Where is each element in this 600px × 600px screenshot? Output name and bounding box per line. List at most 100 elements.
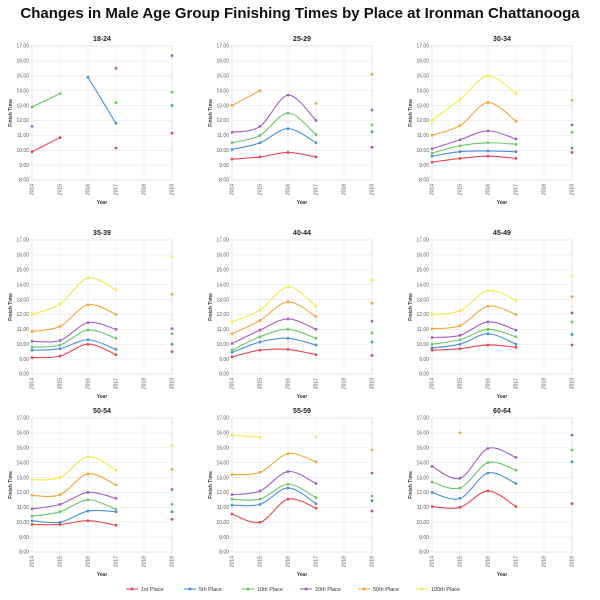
data-point: [230, 503, 234, 507]
x-tick-label: 2015: [58, 378, 64, 389]
data-point: [170, 332, 174, 336]
series-5th-place: [430, 146, 574, 158]
data-point: [514, 92, 518, 96]
series-50th-place: [30, 467, 174, 498]
data-point: [258, 308, 262, 312]
x-tick-label: 2016: [286, 378, 292, 389]
legend-marker: [304, 587, 308, 591]
data-point: [170, 444, 174, 447]
y-tick-label: 15.00: [416, 267, 429, 273]
data-point: [370, 340, 374, 344]
data-point: [114, 327, 118, 331]
legend[interactable]: 1st Place 5th Place 10th Place 20th Place 50…: [126, 587, 460, 593]
x-tick-label: 2019: [570, 378, 576, 389]
y-tick-label: 13.00: [416, 475, 429, 481]
y-tick-label: 15.00: [416, 73, 429, 79]
data-point: [86, 303, 90, 307]
data-point: [258, 319, 262, 322]
y-tick-label: 17.00: [216, 416, 229, 422]
legend-item[interactable]: 50th Place: [358, 587, 399, 593]
series-line: [31, 321, 117, 343]
panel-55-59: 55-59 8.00 9.00 10.00 11.00 12.00 13.00 14.00 15…: [208, 408, 376, 578]
y-tick-label: 9.00: [219, 163, 229, 169]
series-10th-place: [30, 90, 174, 109]
data-point: [430, 154, 434, 158]
y-tick-label: 16.00: [216, 431, 229, 437]
data-point: [58, 502, 62, 506]
data-point: [430, 505, 434, 508]
y-tick-label: 8.00: [419, 178, 429, 184]
panel-35-39: 35-39 8.00 9.00 10.00 11.00 12.00 13.00 14.00 15…: [8, 230, 176, 400]
data-point: [30, 313, 34, 316]
legend-item[interactable]: 20th Place: [300, 587, 341, 593]
x-tick-label: 2018: [342, 184, 348, 195]
data-point: [314, 101, 318, 105]
series-20th-place: [114, 54, 174, 70]
series-5th-place: [30, 509, 174, 524]
data-point: [458, 338, 462, 342]
y-tick-label: 15.00: [16, 73, 29, 79]
legend-label: 1st Place: [141, 587, 164, 593]
data-point: [286, 327, 290, 331]
data-point: [114, 146, 118, 150]
data-point: [458, 157, 462, 160]
legend-item[interactable]: 100th Place: [416, 587, 460, 593]
data-point: [230, 141, 234, 145]
data-point: [430, 336, 434, 339]
data-point: [114, 510, 118, 514]
y-tick-label: 11.00: [217, 327, 229, 333]
data-point: [486, 320, 490, 324]
data-point: [430, 464, 434, 468]
x-tick-label: 2016: [86, 378, 92, 389]
series-line: [431, 150, 517, 157]
panel-title: 25-29: [293, 36, 311, 43]
data-point: [458, 476, 462, 480]
x-axis-title: Year: [297, 394, 308, 400]
y-tick-label: 14.00: [416, 460, 429, 466]
legend-item[interactable]: 10th Place: [242, 587, 283, 593]
data-point: [30, 507, 34, 511]
series-100th-place: [30, 255, 174, 316]
y-tick-label: 16.00: [416, 59, 429, 65]
series-10th-place: [430, 320, 574, 346]
data-point: [314, 315, 318, 319]
legend-marker: [188, 587, 192, 591]
data-point: [30, 339, 34, 343]
data-point: [486, 332, 490, 336]
data-point: [486, 74, 490, 78]
legend-item[interactable]: 5th Place: [184, 587, 222, 593]
series-1st-place: [230, 497, 374, 524]
data-point: [430, 480, 434, 484]
x-tick-label: 2015: [258, 378, 264, 389]
data-point: [114, 353, 118, 357]
data-point: [430, 147, 434, 151]
y-tick-label: 17.00: [16, 44, 29, 50]
panel-title: 55-59: [293, 408, 311, 415]
series-line: [231, 471, 317, 496]
data-point: [170, 90, 174, 94]
y-tick-label: 13.00: [216, 475, 229, 481]
data-point: [58, 520, 62, 524]
x-tick-label: 2017: [514, 378, 520, 389]
data-point: [458, 309, 462, 313]
data-point: [570, 333, 574, 336]
data-point: [86, 472, 90, 476]
series-line: [31, 343, 117, 359]
series-line: [231, 286, 317, 323]
data-point: [314, 133, 318, 136]
data-point: [114, 508, 118, 511]
y-tick-label: 10.00: [216, 342, 229, 348]
x-axis-title: Year: [297, 200, 308, 206]
data-point: [314, 155, 318, 159]
x-tick-label: 2018: [542, 378, 548, 389]
x-tick-label: 2017: [314, 378, 320, 389]
data-point: [30, 345, 34, 349]
data-point: [170, 327, 174, 330]
data-point: [458, 333, 462, 337]
series-line: [431, 472, 517, 500]
series-line: [231, 318, 317, 344]
x-tick-label: 2018: [342, 378, 348, 389]
series-line: [31, 491, 117, 510]
legend-item[interactable]: 1st Place: [126, 587, 164, 593]
y-tick-label: 16.00: [16, 253, 29, 259]
